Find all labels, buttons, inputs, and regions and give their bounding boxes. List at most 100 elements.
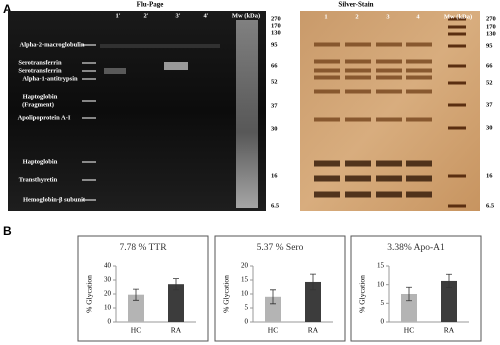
- error-bar: [270, 289, 276, 305]
- chart-title: 3.38% Apo-A1: [387, 243, 445, 253]
- gel-band: [345, 59, 371, 64]
- protein-label: (Fragment): [22, 101, 54, 108]
- bar: [441, 280, 457, 322]
- protein-label: Alpha-2-macroglobulin: [20, 41, 85, 48]
- gel-band: [314, 89, 340, 94]
- gel-band: [376, 68, 402, 73]
- gel-band: [448, 81, 466, 85]
- protein-label: Serotransferrin: [18, 59, 62, 66]
- y-tick-label: 40: [104, 262, 112, 270]
- gel-band: [406, 75, 432, 80]
- y-tick-label: 10: [377, 280, 385, 288]
- gel-band: [100, 44, 220, 48]
- mw-label: 30: [486, 124, 493, 131]
- x-tick-label: HC: [268, 326, 278, 335]
- gel-band: [376, 117, 402, 122]
- y-tick-label: 20: [104, 290, 112, 298]
- mw-label: 16: [486, 172, 493, 179]
- protein-label: Haptoglobin: [23, 93, 58, 100]
- chart-title: 7.78 % TTR: [119, 243, 167, 253]
- gel-band: [406, 191, 432, 198]
- gel-band: [448, 17, 466, 21]
- mw-label: 37: [271, 102, 278, 109]
- y-tick-label: 15: [241, 276, 249, 284]
- gel-band: [448, 64, 466, 68]
- y-axis-label: % Glycation: [85, 275, 94, 313]
- mw-label: 170: [271, 22, 281, 29]
- mw-label: 270: [486, 15, 496, 22]
- gel-band: [376, 75, 402, 80]
- mw-label: 130: [271, 29, 281, 36]
- mw-label: 52: [271, 78, 278, 85]
- protein-label: Apolipoprotein A-I: [18, 114, 71, 121]
- lane-label: 1': [115, 12, 120, 19]
- gel-band: [376, 42, 402, 47]
- error-bar: [406, 286, 412, 302]
- lane-label: 3: [386, 13, 390, 20]
- gel-band: [448, 204, 466, 208]
- protein-label: Haptoglobin: [23, 158, 58, 165]
- protein-label: Hemoglobin-β subunit: [23, 196, 86, 203]
- y-axis-label: % Glycation: [222, 275, 231, 313]
- gel-title: Flu-Page: [137, 1, 164, 9]
- gel-band: [376, 160, 402, 167]
- error-bar: [173, 278, 179, 291]
- lane-label: 2: [355, 13, 358, 20]
- gel-band: [345, 175, 371, 182]
- mw-label: 130: [486, 30, 496, 37]
- lane-label: 2': [143, 12, 148, 19]
- gel-band: [406, 68, 432, 73]
- band-label: E8: [284, 88, 292, 95]
- mw-label: 95: [271, 41, 278, 48]
- gel-band: [406, 89, 432, 94]
- gel-band: [345, 191, 371, 198]
- x-tick-label: HC: [131, 326, 141, 335]
- mw-label: 52: [486, 79, 493, 86]
- gel-band: [448, 25, 466, 29]
- gel-band: [345, 42, 371, 47]
- bar: [305, 281, 321, 322]
- panel-label: A: [3, 2, 12, 16]
- gel-band: [314, 191, 340, 198]
- gel-band: [406, 42, 432, 47]
- mw-label: 170: [486, 23, 496, 30]
- protein-label: Alpha-1-antitrypsin: [22, 75, 78, 82]
- lane-label: 4': [203, 12, 208, 19]
- gel-band: [345, 89, 371, 94]
- mw-label: 16: [271, 172, 278, 179]
- gel-band: [376, 175, 402, 182]
- lane-label: Mw (kDa): [232, 12, 260, 19]
- y-tick-label: 5: [245, 304, 249, 312]
- gel-band: [314, 117, 340, 122]
- y-tick-label: 10: [241, 290, 249, 298]
- x-tick-label: RA: [171, 326, 182, 335]
- bar: [265, 296, 281, 322]
- gel-band: [448, 103, 466, 107]
- mw-label: 95: [486, 42, 493, 49]
- gel-title: Silver-Stain: [338, 1, 373, 9]
- lane-label: 1: [324, 13, 327, 20]
- x-tick-label: HC: [404, 326, 414, 335]
- error-bar: [310, 273, 316, 291]
- y-tick-label: 30: [104, 276, 112, 284]
- gel-band: [376, 89, 402, 94]
- lane-label: Mw (kDa): [444, 13, 472, 20]
- gel-band: [104, 68, 126, 74]
- gel-band: [376, 191, 402, 198]
- error-bar: [446, 273, 452, 289]
- chart-frame: [350, 235, 482, 342]
- bar: [168, 284, 184, 322]
- protein-label: Transthyretin: [19, 176, 58, 183]
- y-tick-label: 15: [377, 262, 385, 270]
- lane-label: 3': [175, 12, 180, 19]
- gel-band: [164, 62, 188, 70]
- mw-label: 6.5: [486, 202, 495, 209]
- gel-ladder: [236, 20, 258, 208]
- mw-label: 37: [486, 101, 493, 108]
- gel-band: [314, 175, 340, 182]
- band-label: D8: [284, 74, 293, 81]
- band-label: F8: [284, 116, 292, 123]
- gel-band: [376, 59, 402, 64]
- mw-label: 66: [271, 62, 278, 69]
